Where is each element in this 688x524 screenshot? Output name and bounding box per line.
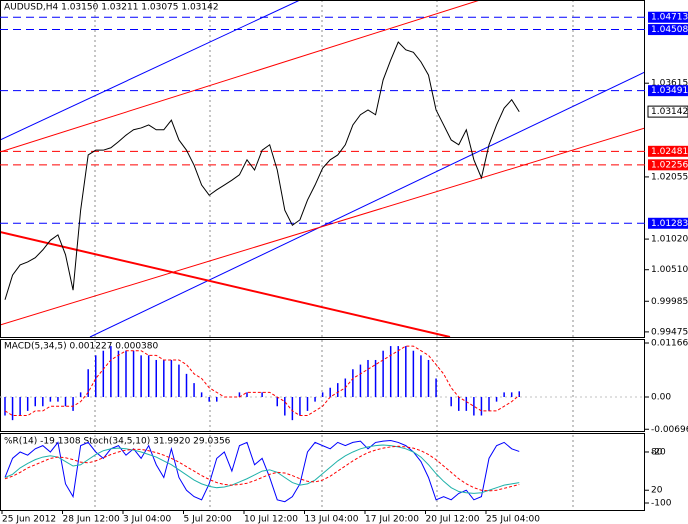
x-tick-label: 25 Jun 2012 (2, 515, 56, 524)
y-tick-label: 1.02055 (651, 172, 688, 182)
x-tick-label: 13 Jul 04:00 (305, 515, 359, 524)
y-tick-label: 0.011668 (651, 338, 688, 348)
level-label: 1.02256 (651, 160, 688, 170)
level-box (648, 217, 688, 229)
macd-title: MACD(5,34,5) 0.001227 0.000380 (4, 342, 159, 352)
x-tick-label: 28 Jun 12:00 (63, 515, 120, 524)
y-tick-label: 20 (651, 486, 663, 496)
y-tick-label: 0.99475 (651, 327, 688, 337)
level-label: 1.02481 (651, 147, 688, 157)
level-box (648, 24, 688, 36)
x-tick-label: 3 Jul 04:00 (123, 515, 172, 524)
current-price-box (647, 105, 688, 118)
y-tick-label: 1.03615 (651, 79, 688, 89)
y-tick-label: 0.99985 (651, 297, 688, 307)
y-tick-label: 80 (651, 447, 663, 457)
y-tick-label: -20 (651, 447, 666, 457)
x-tick-label: 10 Jul 12:00 (244, 515, 298, 524)
series-line (4, 41, 520, 300)
level-box (648, 159, 688, 171)
x-tick-label: 17 Jul 20:00 (365, 515, 419, 524)
wpr-title: %R(14) -19.1308 Stoch(34,5,10) 31.9920 2… (4, 437, 231, 447)
x-tick-label: 5 Jul 20:00 (184, 515, 233, 524)
main-title: AUDUSD,H4 1.03150 1.03211 1.03075 1.0314… (4, 3, 219, 13)
signal-line (4, 345, 520, 417)
x-tick-label: 25 Jul 04:00 (486, 515, 540, 524)
x-tick-label: 20 Jul 12:00 (426, 515, 480, 524)
y-tick-label: 1.01020 (651, 235, 688, 245)
y-tick-label: 1.00510 (651, 265, 688, 275)
trend-lines (0, 0, 645, 337)
current-price-label: 1.03142 (651, 107, 688, 117)
level-box (648, 145, 688, 157)
level-box (648, 85, 688, 97)
level-label: 1.04713 (651, 13, 688, 23)
level-label: 1.03491 (651, 86, 688, 96)
level-label: 1.01283 (651, 219, 688, 229)
y-tick-label: 0.00 (651, 393, 671, 403)
series-line (4, 439, 520, 503)
series-line (4, 444, 520, 494)
y-tick-label: -100 (651, 498, 672, 508)
level-box (648, 11, 688, 23)
level-label: 1.04508 (651, 25, 688, 35)
series-line (4, 445, 520, 492)
y-tick-label: -0.006968 (651, 425, 688, 435)
panel-frames (0, 0, 645, 511)
